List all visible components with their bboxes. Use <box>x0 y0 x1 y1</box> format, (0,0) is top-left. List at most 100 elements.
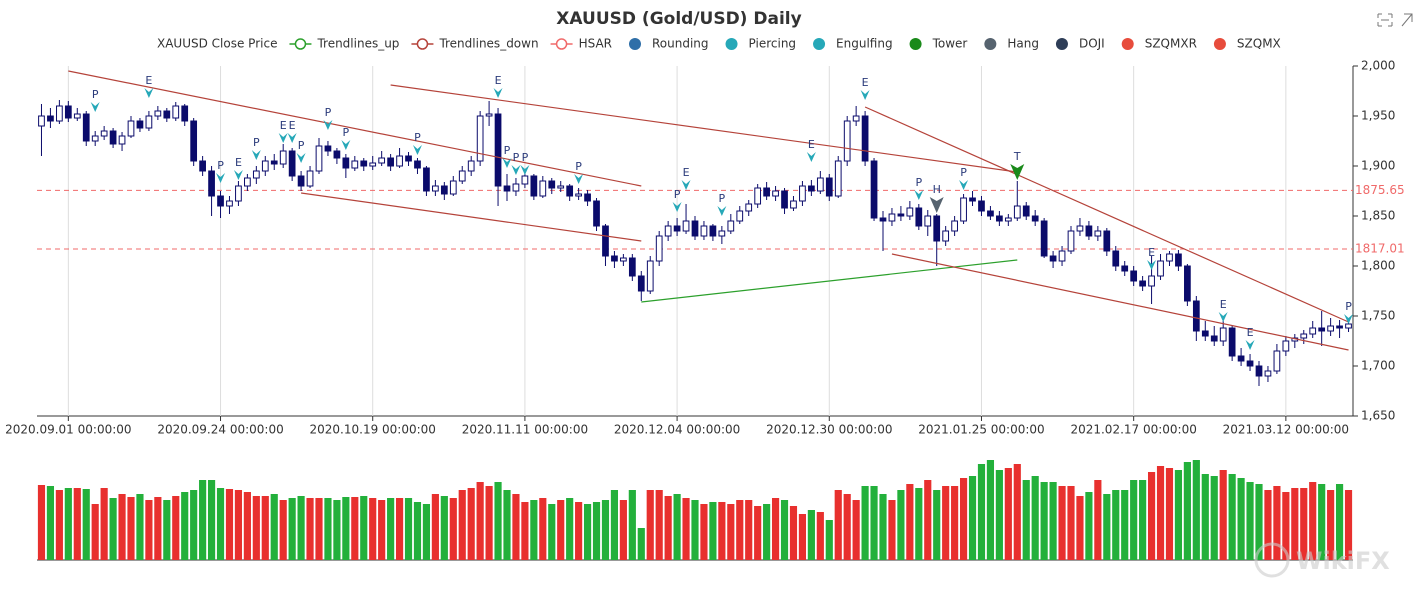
volume-bar <box>55 490 63 560</box>
candle-body <box>754 187 762 205</box>
legend-item[interactable]: Trendlines_up <box>289 37 399 51</box>
restore-icon[interactable] <box>1401 13 1413 27</box>
volume-bar <box>1085 492 1093 560</box>
legend-item[interactable]: Hang <box>984 37 1039 51</box>
candle-body <box>512 183 520 192</box>
legend-item[interactable]: SZQMX <box>1213 37 1281 51</box>
toolbar <box>1377 13 1413 27</box>
watermark: WikiFX <box>1296 547 1390 575</box>
candle-body <box>691 220 699 237</box>
volume-bar <box>190 490 198 560</box>
candle-body <box>575 193 582 197</box>
candle-body <box>82 113 90 142</box>
candle-body <box>1228 327 1236 357</box>
candle-body <box>933 215 941 242</box>
candle-body <box>825 177 833 197</box>
signal-label: P <box>1345 300 1352 313</box>
volume-bar <box>458 490 466 560</box>
signal-marker <box>717 206 727 216</box>
volume-bar <box>1318 484 1326 560</box>
candle-body <box>646 260 654 292</box>
legend-item[interactable]: Tower <box>909 37 968 51</box>
volume-bar <box>1076 496 1084 560</box>
candle-body <box>342 157 350 169</box>
volume-bar <box>1264 490 1272 560</box>
legend-label: Engulfing <box>836 37 893 51</box>
legend-item[interactable]: Engulfing <box>813 37 893 51</box>
signal-label: P <box>960 166 967 179</box>
watermark-icon <box>1254 542 1290 578</box>
candle-body <box>1219 327 1227 342</box>
volume-bar <box>261 496 269 560</box>
signal-label: P <box>504 144 511 157</box>
legend-item[interactable]: Piercing <box>725 37 797 51</box>
volume-bar <box>852 500 860 560</box>
candle-body <box>1094 230 1102 237</box>
candle-body <box>270 160 278 165</box>
legend-icon <box>555 38 568 50</box>
candle-body <box>306 170 314 187</box>
candle-body <box>190 120 198 162</box>
trendline <box>864 106 1349 323</box>
candle-body <box>288 150 296 177</box>
legend-item[interactable]: SZQMXR <box>1121 37 1197 51</box>
legend-icon <box>294 38 307 50</box>
legend-item[interactable]: HSAR <box>550 37 612 51</box>
signal-marker <box>233 170 243 180</box>
candle-body <box>226 200 233 207</box>
candle-body <box>1076 225 1084 232</box>
volume-bar <box>933 490 941 560</box>
volume-bar <box>1094 480 1102 560</box>
volume-bar <box>216 488 225 560</box>
signal-marker <box>806 152 816 162</box>
candle-body <box>503 185 511 192</box>
candle-body <box>548 180 556 189</box>
signal-label: P <box>674 188 681 201</box>
legend-icon <box>725 38 738 50</box>
signal-marker <box>323 120 333 130</box>
volume-bar <box>530 500 538 560</box>
volume-bar <box>1067 486 1075 560</box>
volume-bar <box>145 500 153 560</box>
signal-marker <box>144 88 154 98</box>
volume-bar <box>46 486 55 560</box>
signal-marker <box>341 140 351 150</box>
volume-bar <box>655 490 663 560</box>
hsar-label: 1817.01 <box>1355 241 1405 255</box>
candle-body <box>1175 253 1182 267</box>
legend-item[interactable]: DOJI <box>1055 37 1105 51</box>
legend-item[interactable]: Trendlines_down <box>411 37 539 51</box>
legend-label: SZQMXR <box>1145 37 1197 51</box>
volume-bar <box>1022 480 1030 560</box>
volume-bar <box>225 489 234 560</box>
volume-bar <box>700 504 708 560</box>
volume-bar <box>548 504 556 560</box>
volume-bar <box>771 498 780 560</box>
volume-bar <box>825 520 833 560</box>
x-tick-label: 2020.09.24 00:00:00 <box>157 423 283 437</box>
signal-marker <box>1010 164 1025 180</box>
signal-label: P <box>915 176 922 189</box>
signal-marker <box>914 190 924 200</box>
candle-body <box>888 213 896 222</box>
volume-bar <box>691 500 699 560</box>
signal-marker <box>520 165 530 175</box>
candle-body <box>378 157 386 164</box>
candle-body <box>235 185 242 202</box>
legend-item[interactable]: Rounding <box>629 37 709 51</box>
volume-bar <box>709 502 717 560</box>
x-tick-label: 2021.01.25 00:00:00 <box>918 423 1044 437</box>
candle-body <box>458 170 466 182</box>
legend-label: Tower <box>932 37 968 51</box>
volume-bar <box>467 488 475 560</box>
candle-body <box>154 110 162 117</box>
volume-bar <box>1273 486 1281 560</box>
legend-label: Piercing <box>749 37 797 51</box>
volume-bar <box>986 460 995 560</box>
candle-body <box>557 185 565 189</box>
zoom-icon[interactable] <box>1377 13 1393 27</box>
x-tick-label: 2021.02.17 00:00:00 <box>1070 423 1196 437</box>
volume-bar <box>834 490 842 560</box>
volume-bar <box>807 510 815 560</box>
candle-body <box>56 105 63 122</box>
